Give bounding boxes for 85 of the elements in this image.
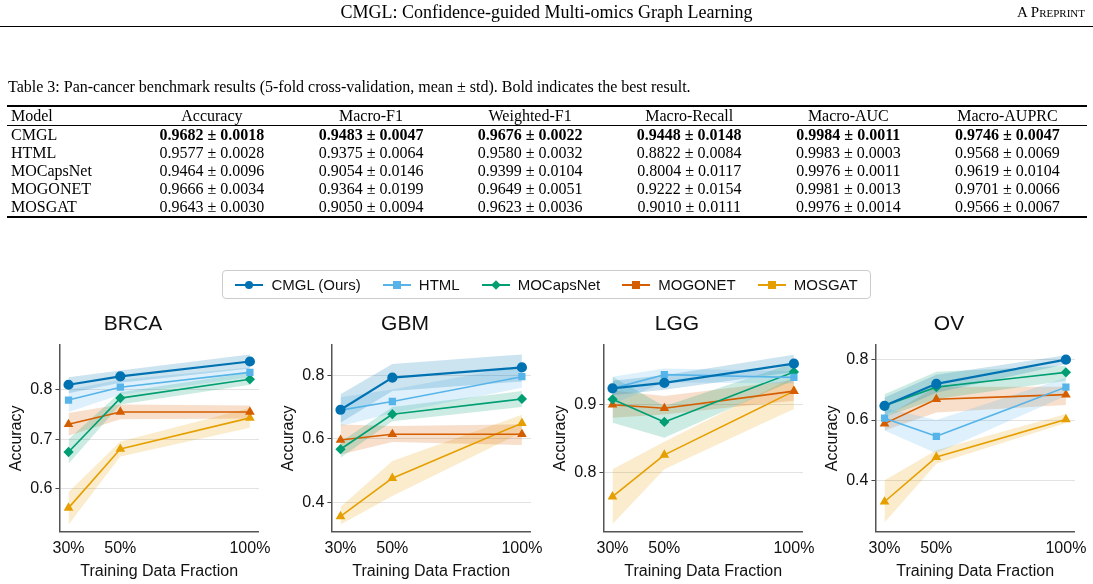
text: 0.9566 ± 0.0067	[955, 198, 1060, 215]
category-label: HTML	[11, 144, 57, 161]
text: 0.9050 ± 0.0094	[318, 198, 424, 215]
text: 0.9623 ± 0.0036	[477, 198, 583, 215]
y-axis-title: Accuracy	[7, 405, 25, 472]
category-label: Weighted-F1	[450, 106, 610, 126]
text: 0.9448 ± 0.0148	[636, 126, 742, 143]
y-tick-label: 0.8	[302, 365, 325, 383]
x-tick-label: 30%	[52, 538, 85, 556]
text: 0.9054 ± 0.0146	[318, 162, 424, 179]
x-tick-label: 100%	[501, 538, 543, 556]
category-label: Macro-AUPRC	[927, 106, 1087, 126]
x-tick-label: 50%	[648, 538, 681, 556]
category-label: Accuracy	[132, 106, 292, 126]
x-tick-label: 100%	[773, 538, 815, 556]
x-tick-label: 30%	[868, 538, 901, 556]
y-tick-label: 0.4	[846, 470, 869, 488]
category-label: Macro-AUC	[768, 106, 928, 126]
text: 0.9643 ± 0.0030	[159, 198, 265, 215]
category-label: MOGONET	[11, 180, 91, 197]
category-label: MOSGAT	[11, 198, 77, 215]
y-tick-label: 0.8	[846, 350, 869, 368]
x-axis-title: Training Data Fraction	[352, 561, 511, 579]
legend-label: CMGL (Ours)	[271, 276, 361, 293]
text: 0.9399 ± 0.0104	[477, 162, 583, 179]
text: 0.9649 ± 0.0051	[477, 180, 583, 197]
text: 0.9619 ± 0.0104	[955, 162, 1060, 179]
y-tick-label: 0.8	[30, 380, 53, 398]
y-axis-title: Accuracy	[551, 405, 569, 472]
text: 0.9981 ± 0.0013	[795, 180, 901, 197]
text: CMGL: Confidence-guided Multi-omics Graph Learning	[340, 2, 753, 22]
x-tick-label: 50%	[376, 538, 409, 556]
text: 0.9483 ± 0.0047	[318, 126, 424, 143]
text: 0.9682 ± 0.0018	[159, 126, 265, 143]
text: 0.9464 ± 0.0096	[159, 162, 265, 179]
text: 0.9976 ± 0.0011	[796, 162, 901, 179]
y-axis-title: Accuracy	[823, 405, 841, 472]
text: 0.9580 ± 0.0032	[477, 144, 583, 161]
text: 0.9676 ± 0.0022	[477, 126, 583, 143]
y-tick-label: 0.9	[574, 394, 597, 412]
x-tick-label: 50%	[104, 538, 137, 556]
y-axis-title: Accuracy	[279, 405, 297, 472]
text: 0.9568 ± 0.0069	[955, 144, 1060, 161]
y-tick-label: 0.6	[30, 478, 53, 496]
text: 0.9983 ± 0.0003	[795, 144, 901, 161]
chart-title: BRCA	[103, 311, 163, 335]
x-tick-label: 30%	[324, 538, 357, 556]
category-label: Macro-F1	[291, 106, 451, 126]
text: 0.9375 ± 0.0064	[318, 144, 424, 161]
chart-title: GBM	[381, 311, 429, 335]
x-tick-label: 100%	[229, 538, 271, 556]
legend-label: MOSGAT	[793, 276, 858, 293]
text: 0.9364 ± 0.0199	[318, 180, 424, 197]
chart-title: OV	[933, 311, 965, 335]
text: 0.9010 ± 0.0111	[637, 198, 742, 215]
text: Model	[7, 106, 133, 126]
legend-label: HTML	[418, 276, 460, 293]
text: 0.9746 ± 0.0047	[955, 126, 1060, 143]
x-axis-title: Training Data Fraction	[624, 561, 783, 579]
text: 0.9666 ± 0.0034	[159, 180, 265, 197]
text: Table 3: Pan-cancer benchmark results (5-fold cross-validation, mean ± std). Bold indicates the best result.	[8, 78, 691, 96]
y-tick-label: 0.8	[574, 463, 597, 481]
x-tick-label: 100%	[1045, 538, 1087, 556]
text: 0.9984 ± 0.0011	[796, 126, 901, 143]
y-tick-label: 0.6	[846, 410, 869, 428]
y-tick-label: 0.4	[302, 492, 325, 510]
category-label: MOCapsNet	[11, 162, 92, 179]
text: 0.8822 ± 0.0084	[636, 144, 742, 161]
text: A Preprint	[1017, 4, 1085, 21]
category-label: CMGL	[11, 126, 58, 143]
legend-label: MOGONET	[658, 276, 736, 293]
text: 0.9976 ± 0.0014	[795, 198, 901, 215]
y-tick-label: 0.6	[302, 429, 325, 447]
text: 0.9222 ± 0.0154	[636, 180, 742, 197]
x-tick-label: 50%	[920, 538, 953, 556]
legend-label: MOCapsNet	[517, 276, 601, 293]
text: 0.9577 ± 0.0028	[159, 144, 265, 161]
category-label: Macro-Recall	[609, 106, 769, 126]
y-tick-label: 0.7	[30, 429, 53, 447]
x-axis-title: Training Data Fraction	[80, 561, 239, 579]
x-axis-title: Training Data Fraction	[896, 561, 1055, 579]
text: 0.8004 ± 0.0117	[637, 162, 742, 179]
x-tick-label: 30%	[596, 538, 629, 556]
chart-title: LGG	[654, 311, 700, 335]
text: 0.9701 ± 0.0066	[955, 180, 1060, 197]
